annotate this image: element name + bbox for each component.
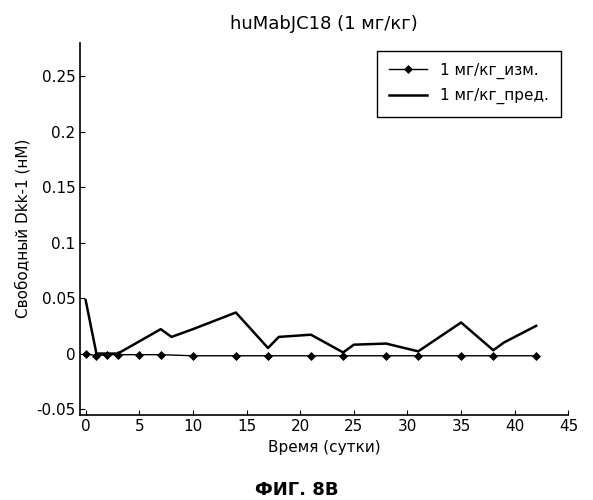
Line: 1 мг/кг_пред.: 1 мг/кг_пред. bbox=[85, 300, 536, 354]
1 мг/кг_изм. bbox=[307, 353, 314, 359]
1 мг/кг_изм. bbox=[340, 353, 347, 359]
1 мг/кг_пред. bbox=[307, 332, 314, 338]
1 мг/кг_пред. bbox=[415, 348, 422, 354]
Y-axis label: Свободный Dkk-1 (нМ): Свободный Dkk-1 (нМ) bbox=[15, 139, 31, 318]
X-axis label: Время (сутки): Время (сутки) bbox=[268, 440, 381, 455]
1 мг/кг_пред. bbox=[114, 350, 122, 356]
1 мг/кг_изм. bbox=[264, 353, 272, 359]
1 мг/кг_изм. bbox=[533, 353, 540, 359]
1 мг/кг_изм. bbox=[415, 353, 422, 359]
1 мг/кг_пред. bbox=[168, 334, 175, 340]
1 мг/кг_пред. bbox=[189, 326, 196, 332]
1 мг/кг_изм. bbox=[157, 352, 164, 358]
1 мг/кг_пред. bbox=[500, 340, 508, 345]
1 мг/кг_изм. bbox=[82, 350, 89, 356]
1 мг/кг_пред. bbox=[382, 340, 390, 346]
1 мг/кг_изм. bbox=[104, 352, 111, 358]
1 мг/кг_пред. bbox=[157, 326, 164, 332]
1 мг/кг_пред. bbox=[533, 323, 540, 329]
1 мг/кг_пред. bbox=[490, 347, 497, 353]
1 мг/кг_пред. bbox=[340, 350, 347, 356]
1 мг/кг_пред. bbox=[275, 334, 282, 340]
1 мг/кг_пред. bbox=[93, 350, 100, 356]
1 мг/кг_пред. bbox=[458, 320, 465, 326]
Text: ФИГ. 8В: ФИГ. 8В bbox=[255, 481, 338, 499]
1 мг/кг_пред. bbox=[82, 298, 89, 304]
Line: 1 мг/кг_изм.: 1 мг/кг_изм. bbox=[83, 351, 539, 358]
1 мг/кг_пред. bbox=[232, 310, 240, 316]
1 мг/кг_изм. bbox=[232, 353, 240, 359]
1 мг/кг_изм. bbox=[114, 352, 122, 358]
1 мг/кг_изм. bbox=[382, 353, 390, 359]
Title: huMabJC18 (1 мг/кг): huMabJC18 (1 мг/кг) bbox=[231, 15, 418, 33]
1 мг/кг_изм. bbox=[458, 353, 465, 359]
1 мг/кг_изм. bbox=[93, 353, 100, 359]
1 мг/кг_изм. bbox=[136, 352, 143, 358]
1 мг/кг_изм. bbox=[189, 353, 196, 359]
1 мг/кг_пред. bbox=[350, 342, 358, 347]
Legend: 1 мг/кг_изм., 1 мг/кг_пред.: 1 мг/кг_изм., 1 мг/кг_пред. bbox=[377, 50, 561, 116]
1 мг/кг_изм. bbox=[490, 353, 497, 359]
1 мг/кг_пред. bbox=[264, 345, 272, 351]
